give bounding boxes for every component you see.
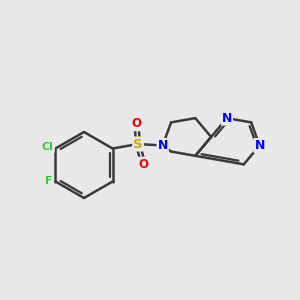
Text: N: N (254, 139, 265, 152)
Text: O: O (138, 158, 148, 171)
Text: O: O (131, 117, 141, 130)
Text: N: N (222, 112, 232, 124)
Text: N: N (158, 139, 168, 152)
Text: Cl: Cl (42, 142, 54, 152)
Text: F: F (45, 176, 52, 187)
Text: S: S (133, 137, 143, 151)
